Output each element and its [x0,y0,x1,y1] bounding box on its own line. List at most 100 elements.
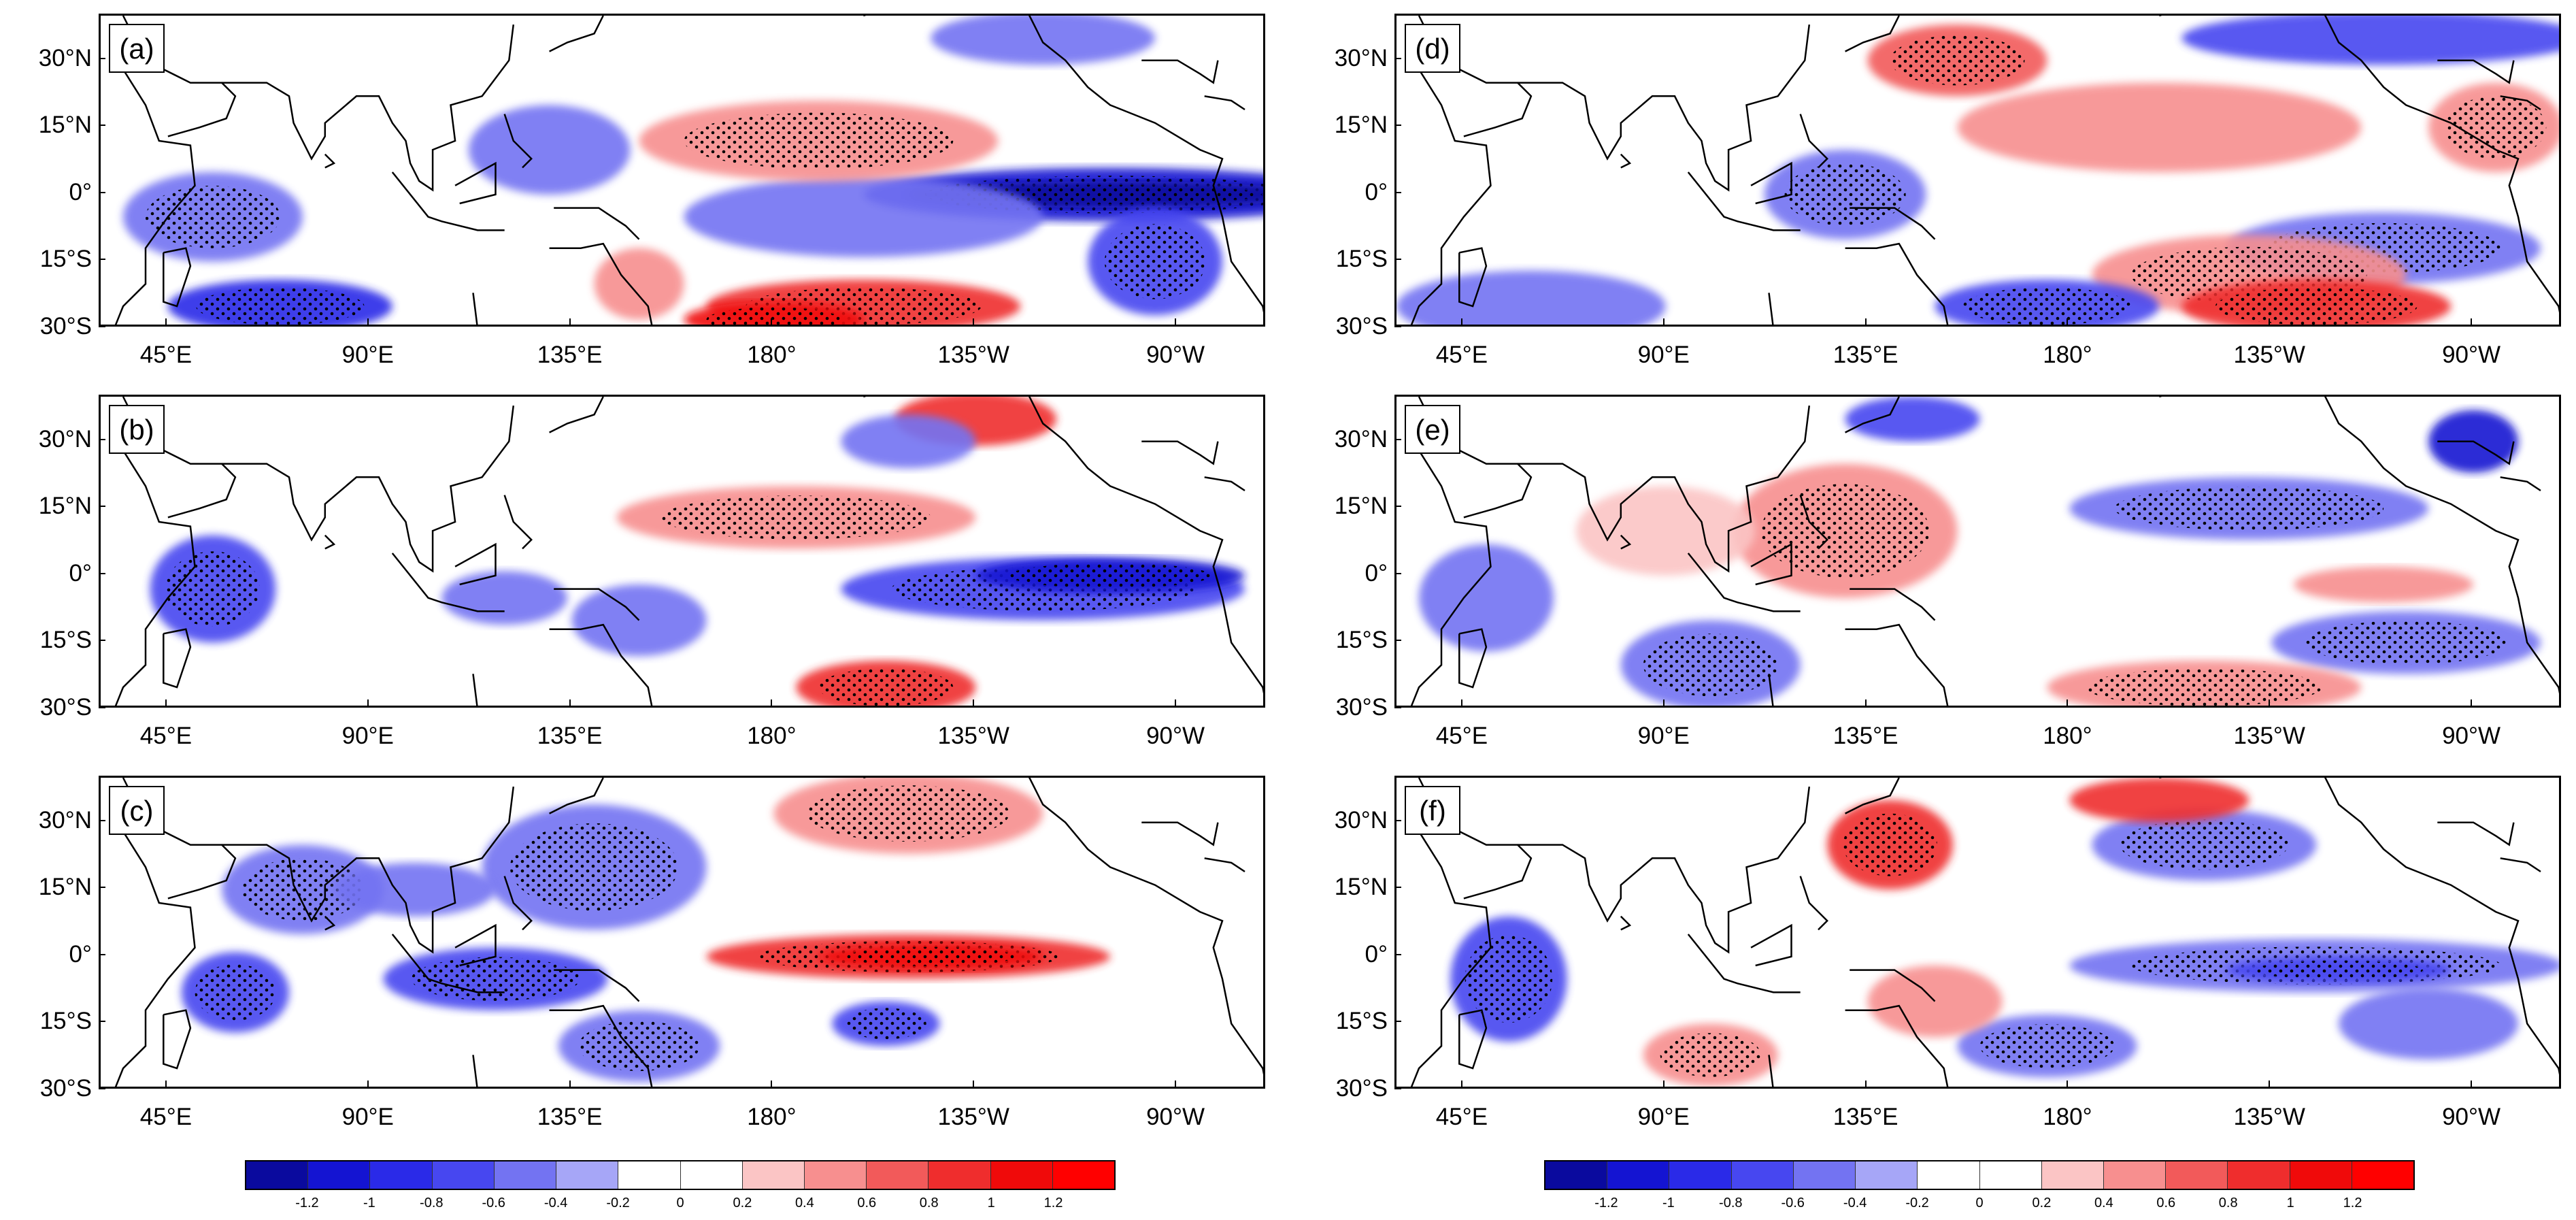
lon-tick-label: 135°W [2233,342,2305,368]
coastline [1850,588,1936,621]
coastline [549,16,604,52]
lon-tick [1662,1081,1665,1087]
coastline [2159,397,2559,694]
colorbar-swatch [929,1161,991,1189]
lon-tick [771,699,773,706]
lat-tick-label: 15°S [39,246,92,273]
lon-tick [165,699,167,706]
panel-label-b: (b) [109,405,165,454]
lat-tick [99,887,105,889]
coastline [2159,778,2559,1075]
coastline [324,534,336,550]
lat-tick [1394,953,1401,955]
lat-tick [1394,640,1401,642]
coastline [549,397,604,433]
lat-tick-label: 30°S [39,1075,92,1102]
colorbar-right [1544,1160,2415,1190]
colorbar-swatch [867,1161,929,1189]
lon-tick-label: 90°W [1146,1104,1205,1130]
lon-tick-label: 90°W [2442,1104,2501,1130]
colorbar-label: -0.8 [420,1196,444,1210]
colorbar-swatch [1979,1161,2042,1189]
lat-tick-label: 30°N [1334,44,1388,71]
lon-tick-label: 45°E [1435,723,1488,749]
coastline [454,161,497,205]
coastline [554,588,640,621]
lat-tick-label: 15°S [1335,1008,1388,1035]
coastline [1750,542,1792,586]
lon-tick [973,699,975,706]
lon-tick [2269,1081,2271,1087]
colorbar-label: -0.2 [1905,1196,1929,1210]
lat-tick-label: 15°N [38,493,92,520]
coastline [222,24,515,192]
lat-tick [99,1021,105,1023]
lat-tick [1394,819,1401,821]
lat-tick [99,707,105,708]
colorbar-label: -1.2 [1594,1196,1618,1210]
lon-tick [569,1081,571,1087]
significance-stipple [1843,813,1937,876]
coastline [1845,623,1949,706]
lat-tick [99,125,105,127]
lat-tick [99,326,105,327]
coastline [863,16,1263,313]
colorbar-swatch [1856,1161,1918,1189]
lat-tick-label: 15°S [1335,627,1388,654]
coastline [222,786,515,954]
colorbar-swatch [2166,1161,2228,1189]
anomaly-region [2181,16,2559,65]
lat-tick-label: 30°N [38,806,92,834]
significance-stipple [706,307,841,325]
coastline [324,915,336,931]
significance-stipple [2445,96,2547,159]
colorbar-label: 0.2 [733,1196,752,1210]
colorbar-left [245,1160,1116,1190]
coastline [1141,440,1219,465]
anomaly-region [468,105,631,195]
anomaly-region [2294,566,2474,603]
colorbar-label: -1 [363,1196,375,1210]
coastline [554,969,640,1002]
lon-tick [165,1081,167,1087]
colorbar-label: 1.2 [1043,1196,1063,1210]
colorbar-label: 0.8 [2218,1196,2238,1210]
lon-tick [973,318,975,325]
lat-tick-label: 0° [1365,178,1388,205]
colorbar-label: 1.2 [2343,1196,2362,1210]
significance-stipple [2254,960,2423,980]
coastline [472,293,478,325]
lon-tick [2471,1081,2473,1087]
significance-stipple [411,957,580,1001]
coastline [1768,1055,1774,1087]
colorbar-swatch [804,1161,867,1189]
lon-tick-label: 90°E [1637,1104,1690,1130]
lon-tick-label: 180° [2043,723,2092,749]
coastline [1458,247,1488,308]
lat-tick [1394,125,1401,127]
coastline [1850,207,1936,240]
colorbar-label: 0.4 [2094,1196,2113,1210]
colorbar-swatch [556,1161,619,1189]
coastline [1405,59,1492,325]
significance-stipple [509,823,679,911]
lat-tick-label: 15°S [39,627,92,654]
coastline [391,171,505,231]
colorbar-label: -1.2 [295,1196,319,1210]
lon-tick-label: 90°W [2442,723,2501,749]
coastline [1845,778,1900,814]
colorbar-swatch [1607,1161,1670,1189]
lat-tick [99,438,105,440]
coastline [2437,440,2515,465]
lat-tick [99,191,105,193]
significance-stipple [1465,935,1553,1023]
coastline [2500,476,2541,492]
lon-tick-label: 180° [747,342,797,368]
coastline [1799,495,1828,550]
lon-tick [1175,1081,1177,1087]
anomaly-region [1867,966,2003,1038]
panel-label-f: (f) [1405,786,1460,835]
colorbar-label: 1 [2286,1196,2294,1210]
lon-tick-label: 45°E [139,1104,193,1130]
panel-label-d: (d) [1405,24,1460,73]
